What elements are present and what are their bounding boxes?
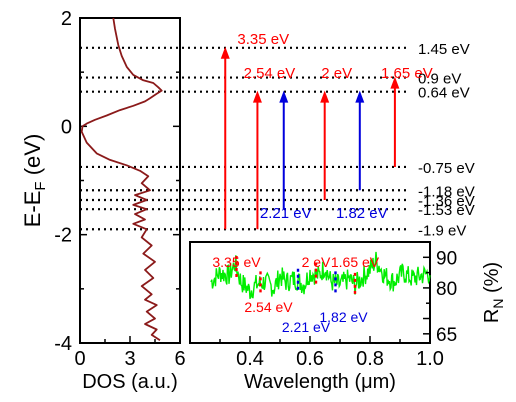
dos-x-tick-label: 3 [124,348,135,370]
transition-label: 2.21 eV [260,205,312,222]
energy-level-label: -1.9 eV [418,222,466,239]
energy-level-label: 0.9 eV [418,71,461,88]
energy-level-label: -1.53 eV [418,202,475,219]
inset-y-tick-label: 90 [436,248,457,269]
transition-label: 1.82 eV [336,205,388,222]
dos-y-tick-label: 0 [61,116,72,138]
dos-y-tick-label: 2 [61,8,72,30]
energy-level-label: 0.64 eV [418,85,470,102]
inset-marker-label: 2 eV [302,254,331,270]
dos-frame [79,17,181,344]
transition-arrowhead [252,90,262,103]
transition-arrows: 3.35 eV 2.54 eV 2.21 eV 2 eV 1.82 eV 1.65 eV [220,31,433,230]
energy-level-label: -1.18 eV [418,183,475,200]
inset-marker-label: 2.21 eV [282,319,331,335]
inset-y-tick-label: 65 [436,325,457,346]
inset-marker-label: 3.35 eV [212,254,261,270]
transition-arrowhead [279,90,289,103]
dos-x-tick-label: 0 [74,348,85,370]
inset-marker-label: 2.54 eV [244,299,293,315]
transition-label: 1.65 eV [381,65,433,82]
reflectance-inset: 3.35 eV 2.54 eV 2.21 eV 2 eV 1.82 eV 1.65 eV 0… [189,241,506,393]
inset-x-tick-label: 0.4 [236,348,264,370]
inset-x-tick-label: 0.8 [356,348,384,370]
inset-reflectance-curve [210,251,431,299]
energy-level-lines: 1.45 eV 0.9 eV0.64 eV -0.75 eV -1.18 eV-1.3… [80,41,475,239]
inset-marker-label: 1.65 eV [331,254,380,270]
transition-arrowhead [320,90,330,103]
dos-y-axis-label: E-EF (eV) [20,134,49,228]
energy-level-label: 1.45 eV [418,41,470,58]
energy-level-label: -1.36 eV [418,193,475,210]
transition-label: 3.35 eV [237,31,289,48]
transition-arrowhead [355,90,365,103]
transition-arrowhead [220,46,230,59]
dos-y-tick-label: -2 [54,225,72,247]
inset-y-tick-label: 80 [436,279,457,300]
dos-x-axis-label: DOS (a.u.) [82,371,178,393]
inset-x-tick-label: 1.0 [416,348,444,370]
inset-marker-label: 1.82 eV [319,309,368,325]
inset-y-axis-label: RN (%) [481,262,506,323]
transition-label: 2 eV [321,65,352,82]
energy-level-label: -0.75 eV [418,160,475,177]
dos-curve [80,17,163,342]
inset-x-axis-label: Wavelength (μm) [244,371,396,393]
dos-x-tick-label: 6 [174,348,185,370]
inset-frame [189,241,431,344]
transition-label: 2.54 eV [244,65,296,82]
dos-y-tick-label: -4 [54,333,72,355]
inset-x-tick-label: 0.6 [296,348,324,370]
transition-arrowhead [390,76,400,89]
